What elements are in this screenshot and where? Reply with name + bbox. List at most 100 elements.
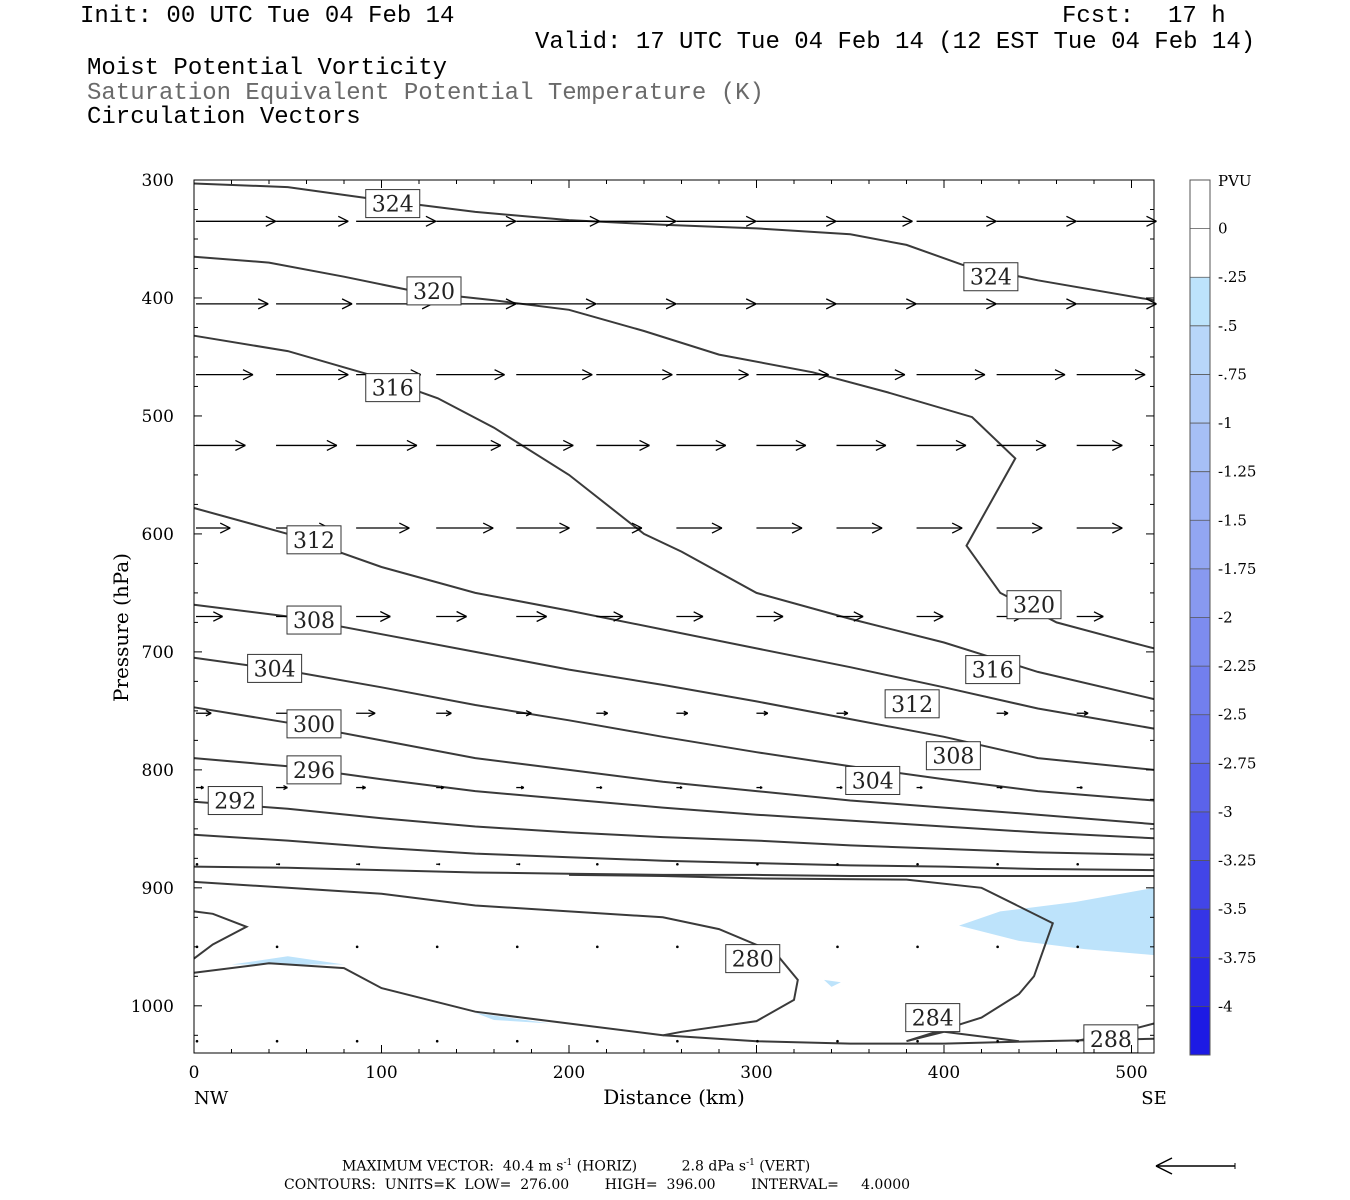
axes: 300 400 500 600 700 800 900 1000 0 100 200 300 400 50…	[131, 171, 1154, 1083]
x-tick-label-200: 200	[553, 1063, 585, 1083]
vector-arrow-1-7	[756, 298, 837, 310]
vector-arrow-5-3	[436, 610, 467, 623]
contour-label-box-320-0	[406, 276, 462, 306]
field-title-vectors: Circulation Vectors	[87, 104, 361, 131]
vector-arrow-8-2	[356, 862, 361, 866]
vector-arrow-7-8	[836, 785, 843, 790]
x-left-end-label: NW	[194, 1088, 229, 1109]
vector-arrow-3-1	[276, 439, 338, 452]
vector-arrow-4-11	[1076, 522, 1123, 534]
vector-dot-10-11	[1076, 1039, 1079, 1043]
max-vector-horiz-exponent: -1	[563, 1158, 573, 1168]
colorbar-swatch-7	[1190, 520, 1210, 570]
contour-label-280-0: 280	[732, 948, 774, 973]
contour-label-box-308-1	[925, 741, 981, 771]
vector-arrow-1-1	[276, 298, 353, 310]
vector-arrow-2-9	[916, 369, 986, 381]
vector-arrow-7-11	[1076, 785, 1083, 790]
vector-arrow-3-11	[1076, 439, 1123, 452]
vector-arrow-4-0	[196, 522, 231, 534]
vector-arrow-3-3	[436, 439, 502, 452]
max-vector-line: MAXIMUM VECTOR: 40.4 m s-1 (HORIZ) 2.8 d…	[342, 1158, 810, 1175]
vector-arrow-6-11	[1076, 710, 1089, 716]
vector-dot-10-0	[195, 1039, 199, 1043]
vector-arrow-0-1	[276, 215, 349, 227]
contour-label-316-1: 316	[972, 659, 1014, 684]
contour-label-320-0: 320	[413, 280, 455, 305]
y-tick-label-700: 700	[142, 643, 174, 663]
vector-dot-10-7	[756, 1039, 759, 1043]
max-vector-horiz: 40.4 m s	[502, 1158, 564, 1175]
y-tick-label-900: 900	[142, 879, 174, 899]
vector-arrow-2-7	[756, 369, 829, 381]
pv-region-3	[824, 979, 841, 987]
vector-arrow-0-5	[596, 215, 677, 227]
contour-line-320	[193, 255, 1155, 650]
vector-arrow-0-8	[836, 215, 913, 227]
x-tick-label-300: 300	[740, 1063, 772, 1083]
vector-arrow-0-0	[196, 215, 277, 227]
vector-arrow-1-9	[916, 298, 997, 310]
colorbar-level-11: -2.75	[1218, 754, 1256, 772]
vector-dot-10-1	[275, 1039, 279, 1043]
vector-arrow-6-7	[756, 710, 769, 716]
colorbar-level-2: -.5	[1218, 317, 1237, 335]
max-vector-reference-arrow	[1155, 1157, 1236, 1175]
colorbar-swatch-15	[1190, 909, 1210, 959]
vector-dot-9-1	[275, 945, 279, 949]
colorbar-swatch-10	[1190, 666, 1210, 716]
field-title-mpv: Moist Potential Vorticity	[87, 55, 448, 82]
vector-arrow-1-0	[196, 298, 269, 310]
contour-label-box-320-1	[1006, 590, 1062, 620]
contour-label-316-0: 316	[372, 377, 414, 402]
colorbar-swatch-1	[1190, 228, 1210, 278]
vector-arrow-6-2	[356, 709, 376, 718]
vector-dot-9-8	[836, 945, 839, 949]
contour-line-unlabeled-13	[568, 873, 1055, 1043]
vector-arrow-3-4	[516, 439, 574, 452]
vector-arrow-4-8	[836, 522, 883, 534]
vector-arrow-1-10	[996, 298, 1077, 310]
colorbar-level-13: -3.25	[1218, 852, 1256, 870]
colorbar-swatch-0	[1190, 180, 1210, 230]
contour-label-box-304-0	[247, 653, 303, 683]
vector-arrow-5-4	[516, 610, 547, 623]
contour-line-280	[193, 880, 799, 1037]
vector-arrow-3-10	[996, 439, 1047, 452]
contour-line-unlabeled-10	[193, 865, 1154, 877]
contour-label-box-316-0	[365, 373, 421, 403]
vector-arrow-1-11	[1076, 298, 1157, 310]
vector-arrow-5-0	[196, 611, 223, 622]
vector-arrow-7-1	[276, 784, 288, 791]
vector-arrow-4-7	[756, 522, 803, 534]
vector-arrow-5-5	[596, 611, 624, 622]
vector-arrow-6-3	[436, 709, 452, 717]
colorbar-swatch-6	[1190, 471, 1210, 521]
vector-arrow-2-0	[196, 369, 254, 381]
vector-arrow-2-1	[276, 369, 349, 381]
vector-arrow-4-5	[596, 522, 643, 534]
vector-arrow-2-10	[996, 369, 1066, 381]
contour-label-308-0: 308	[293, 609, 335, 634]
colorbar-level-10: -2.5	[1218, 706, 1247, 724]
vector-arrow-6-10	[996, 710, 1009, 716]
contour-label-box-316-1	[965, 655, 1021, 685]
vector-dot-8-6	[676, 862, 679, 866]
vector-arrow-3-7	[756, 439, 807, 452]
vector-arrow-6-5	[596, 710, 609, 716]
pv-region-1	[231, 956, 344, 965]
vector-dot-8-11	[1076, 862, 1079, 866]
vector-arrow-0-7	[756, 215, 837, 227]
vector-arrow-2-8	[836, 369, 906, 381]
vector-dot-9-9	[916, 945, 919, 949]
contour-label-304-0: 304	[254, 657, 296, 682]
contour-label-324-1: 324	[970, 266, 1012, 291]
vector-arrow-3-6	[676, 439, 727, 452]
contour-label-box-312-0	[286, 525, 342, 555]
contour-label-292-0: 292	[214, 790, 256, 815]
colorbar-title: PVU	[1218, 172, 1252, 190]
vector-arrow-6-6	[676, 710, 689, 716]
contour-label-box-304-1	[845, 765, 901, 795]
vector-dot-10-8	[836, 1039, 839, 1043]
